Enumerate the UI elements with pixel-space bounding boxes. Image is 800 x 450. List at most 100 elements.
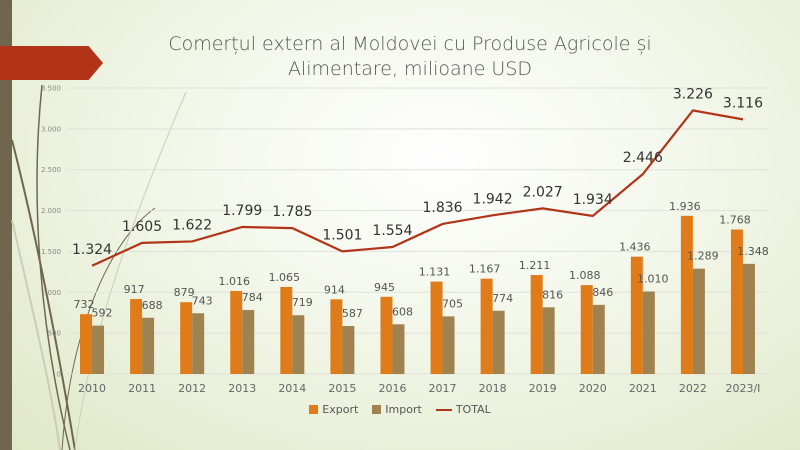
legend-label: TOTAL (455, 403, 491, 416)
legend-label: Import (385, 403, 422, 416)
export-bar (80, 314, 93, 374)
x-tick-label: 2023/I (725, 382, 760, 395)
x-tick-label: 2014 (278, 382, 306, 395)
total-data-label: 1.324 (72, 242, 112, 258)
import-bar (242, 309, 255, 374)
x-tick-label: 2010 (78, 382, 106, 395)
x-tick-label: 2013 (228, 382, 256, 395)
legend-label: Export (322, 403, 359, 416)
import-data-label: 705 (442, 297, 463, 310)
export-bar (130, 299, 143, 374)
total-data-label: 3.116 (723, 95, 763, 111)
export-data-label: 1.211 (519, 259, 551, 272)
import-bar (642, 291, 655, 374)
import-bar (692, 268, 705, 374)
total-data-label: 1.605 (122, 219, 162, 235)
y-tick-label: 2.000 (41, 207, 61, 215)
import-data-label: 774 (492, 292, 513, 305)
import-data-label: 1.010 (637, 272, 669, 285)
import-bar (292, 315, 305, 374)
import-bar (492, 310, 505, 374)
y-tick-label: 0 (57, 371, 61, 379)
total-line (91, 109, 744, 267)
import-bar (392, 324, 405, 374)
export-bar (730, 229, 743, 374)
title-arrow-banner (0, 46, 103, 80)
import-data-label: 1.289 (687, 250, 719, 263)
import-bar (192, 313, 205, 374)
total-data-label: 1.934 (573, 192, 613, 208)
export-bar (430, 281, 443, 374)
total-data-label: 1.554 (372, 223, 412, 239)
x-tick-label: 2016 (378, 382, 406, 395)
export-bar (530, 275, 543, 374)
legend-swatch-total (435, 408, 452, 411)
y-tick-label: 500 (48, 330, 61, 338)
export-data-label: 1.436 (619, 241, 651, 254)
export-data-label: 1.936 (669, 200, 701, 213)
export-data-label: 732 (74, 298, 95, 311)
total-data-label: 1.799 (222, 203, 262, 219)
legend-swatch-export (309, 405, 319, 414)
y-tick-label: 2.500 (41, 166, 61, 174)
title-line-1: Comerțul extern al Moldovei cu Produse A… (168, 33, 652, 55)
total-data-label: 2.027 (523, 184, 563, 200)
total-data-label: 1.836 (422, 200, 462, 216)
x-tick-label: 2019 (529, 382, 557, 395)
import-data-label: 587 (342, 307, 363, 320)
import-data-label: 846 (592, 286, 613, 299)
import-data-label: 784 (242, 291, 263, 304)
left-decor-strip (0, 0, 12, 450)
total-data-label: 1.785 (272, 204, 312, 220)
total-data-label: 1.942 (473, 191, 513, 207)
legend: Export Import TOTAL (0, 403, 800, 416)
export-data-label: 1.131 (419, 266, 451, 279)
import-data-label: 608 (392, 305, 413, 318)
export-data-label: 1.065 (269, 271, 301, 284)
total-data-label: 1.622 (172, 217, 212, 233)
total-data-label: 3.226 (673, 86, 713, 102)
legend-import: Import (372, 403, 422, 416)
import-data-label: 1.348 (737, 245, 769, 258)
x-tick-label: 2018 (479, 382, 507, 395)
export-bar (480, 278, 493, 374)
export-bar (230, 290, 243, 374)
export-bar (380, 296, 393, 374)
legend-total: TOTAL (435, 403, 491, 416)
y-tick-label: 1.000 (41, 289, 61, 297)
export-bar (180, 302, 193, 374)
import-data-label: 743 (192, 294, 213, 307)
y-tick-label: 1.500 (41, 248, 61, 256)
import-data-label: 719 (292, 296, 313, 309)
import-bar (592, 304, 605, 374)
x-tick-label: 2015 (328, 382, 356, 395)
legend-swatch-import (372, 405, 382, 414)
import-bar (542, 307, 555, 374)
export-bar (330, 299, 343, 374)
export-data-label: 1.016 (219, 275, 251, 288)
import-data-label: 592 (92, 307, 113, 320)
import-bar (142, 317, 155, 374)
export-data-label: 917 (124, 283, 145, 296)
legend-export: Export (309, 403, 358, 416)
decor-curves (11, 84, 187, 450)
x-tick-label: 2022 (679, 382, 707, 395)
total-data-label: 1.501 (322, 227, 362, 243)
x-tick-label: 2011 (128, 382, 156, 395)
x-tick-label: 2017 (429, 382, 457, 395)
title-line-2: Alimentare, milioane USD (287, 58, 533, 80)
export-bar (630, 256, 643, 374)
chart-title: Comerțul extern al Moldovei cu Produse A… (130, 32, 690, 82)
x-tick-label: 2021 (629, 382, 657, 395)
import-data-label: 688 (142, 299, 163, 312)
y-tick-label: 3.000 (41, 125, 61, 133)
x-tick-label: 2012 (178, 382, 206, 395)
export-data-label: 879 (174, 286, 195, 299)
export-data-label: 1.167 (469, 263, 501, 276)
import-bar (742, 263, 755, 374)
y-tick-label: 3.500 (41, 85, 61, 93)
import-data-label: 816 (542, 288, 563, 301)
import-bar (92, 325, 105, 374)
export-bar (280, 286, 293, 374)
export-data-label: 1.768 (719, 214, 751, 227)
